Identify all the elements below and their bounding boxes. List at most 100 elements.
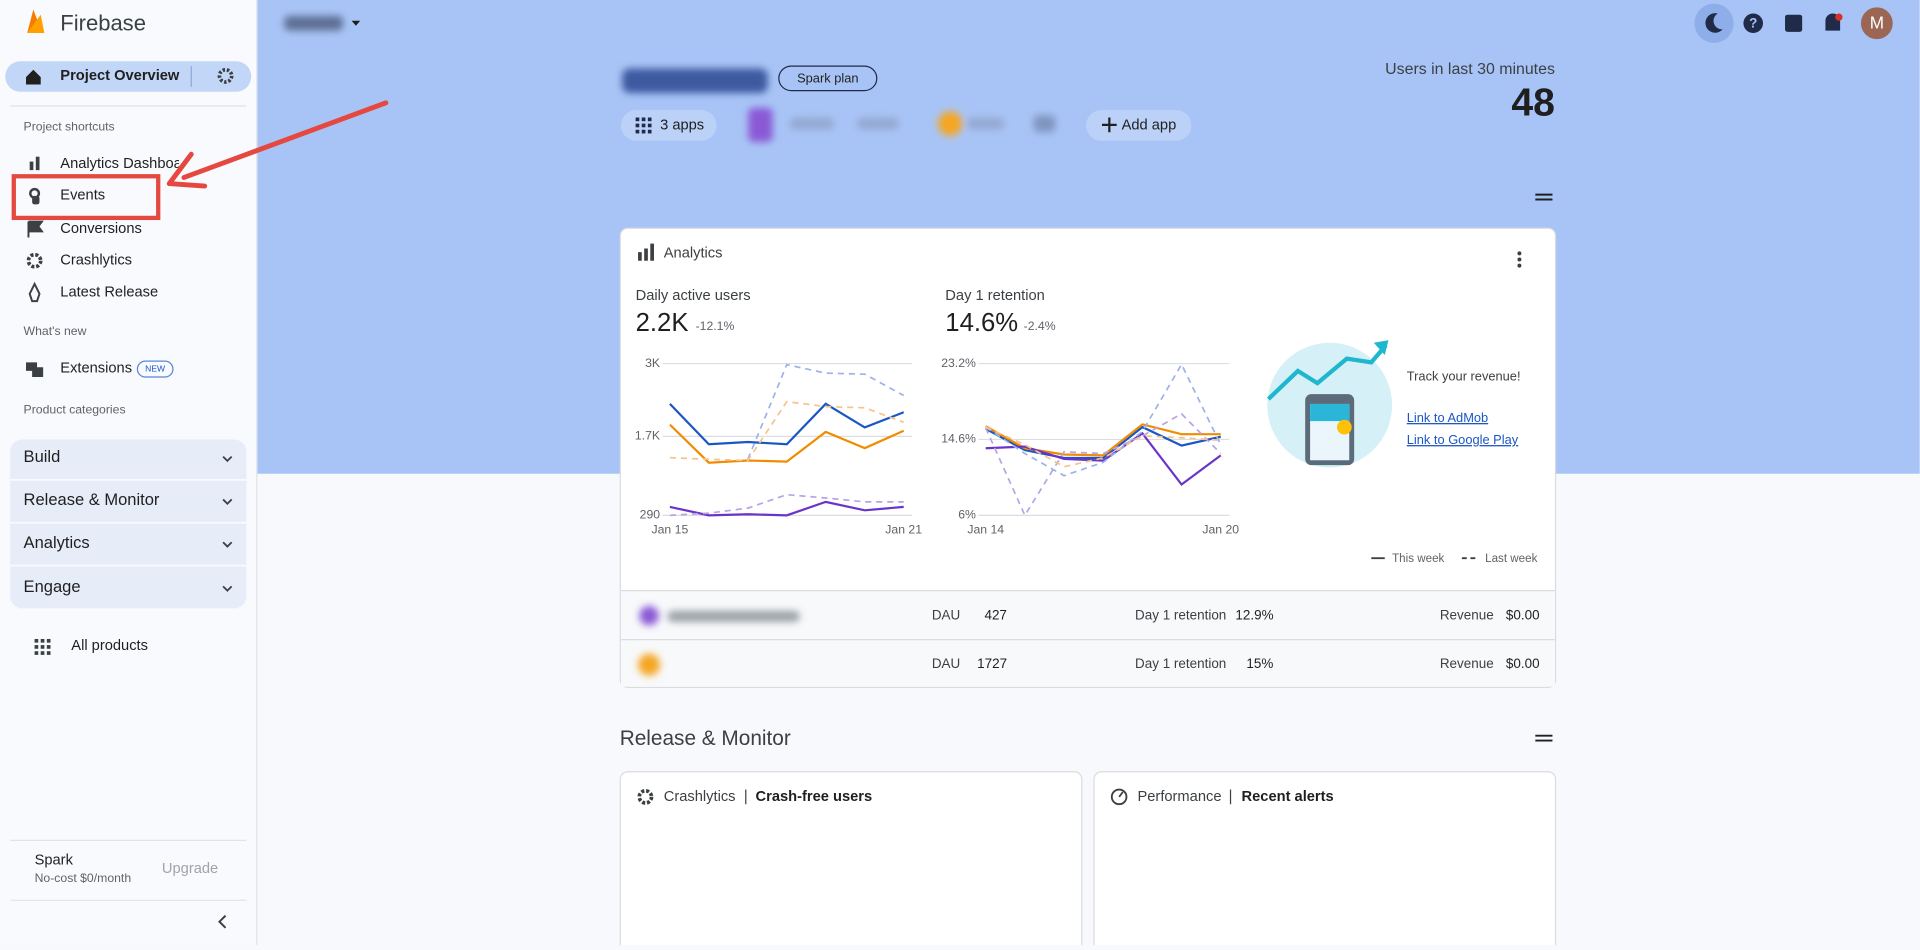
crashlytics-icon (637, 788, 654, 805)
series-line (985, 362, 1222, 477)
dot (1517, 257, 1522, 262)
nav-item[interactable]: Latest Release (60, 284, 158, 300)
avatar[interactable] (1860, 7, 1893, 40)
row-label: Day 1 retention (1135, 656, 1226, 671)
performance-icon (1110, 788, 1128, 806)
performance-needle (1118, 791, 1124, 798)
play-link[interactable]: Link to Google Play (1407, 432, 1519, 447)
metric-value: 14.6% (945, 309, 1018, 337)
trend-arrowhead (1373, 340, 1389, 355)
settings-icon[interactable] (217, 67, 234, 84)
dot (1517, 251, 1522, 256)
nav-item[interactable]: Crashlytics (60, 253, 132, 269)
project-overview-button[interactable] (5, 61, 252, 92)
project-overview[interactable]: Project Overview (60, 68, 180, 84)
series-line (985, 426, 1221, 468)
dot (1517, 263, 1522, 268)
notification-dot (1835, 13, 1843, 21)
icon (32, 195, 40, 205)
metric-value: 2.2K (636, 309, 689, 337)
chevron[interactable] (222, 541, 233, 548)
admob-link[interactable]: Link to AdMob (1407, 410, 1488, 425)
apps-grid-icon (34, 638, 51, 655)
app-row[interactable] (620, 640, 1555, 687)
add-app-button[interactable] (1086, 110, 1192, 141)
series-line (985, 425, 1221, 460)
category[interactable]: Engage (24, 577, 81, 596)
annotation-arrowhead (166, 151, 208, 189)
coin (1337, 419, 1352, 435)
new-badge-text: NEW (145, 363, 166, 373)
metric-label: Day 1 retention (945, 288, 1045, 304)
metric-label: Daily active users (636, 288, 751, 304)
dot (647, 123, 652, 128)
card-title: Analytics (664, 245, 723, 261)
brand: Firebase (60, 10, 146, 35)
app-label (789, 117, 834, 130)
dot (635, 123, 640, 128)
series-line (669, 423, 905, 464)
legend-label: Last week (1485, 552, 1537, 565)
upgrade-button[interactable]: Upgrade (162, 861, 218, 877)
nav-item[interactable]: Events (60, 188, 105, 204)
category[interactable]: Build (24, 447, 61, 466)
card-subtitle[interactable]: Crash-free users (756, 789, 873, 805)
performance-card (1093, 771, 1557, 950)
project-selector-blurred[interactable] (284, 15, 344, 31)
app-icons-blurred (748, 107, 1056, 142)
card-title: Crashlytics (664, 789, 736, 805)
revenue-title: Track your revenue! (1407, 368, 1521, 383)
apps-button-text[interactable]: 3 apps (660, 117, 704, 133)
more-button[interactable] (1517, 251, 1522, 268)
menu-icon[interactable] (1535, 734, 1553, 742)
theme-button[interactable] (1694, 3, 1734, 43)
chevron[interactable] (222, 498, 233, 506)
series-line (669, 402, 905, 446)
metric-change: -12.1% (696, 319, 735, 333)
all-products[interactable]: All products (71, 638, 148, 654)
help-button[interactable] (1743, 13, 1764, 34)
chevron[interactable] (222, 455, 233, 463)
app-name (667, 610, 800, 622)
row-identity-blurred (638, 605, 800, 676)
dot (635, 117, 640, 122)
nav-item[interactable]: Analytics Dashboard (60, 156, 195, 172)
project-name-blurred (622, 68, 768, 94)
crashlytics-card (619, 771, 1083, 950)
series-line (985, 431, 1222, 487)
plan-badge[interactable] (778, 65, 878, 92)
nav-item[interactable]: Extensions (60, 360, 132, 376)
y-tick-label: 1.7K (635, 429, 661, 443)
section-heading: Product categories (24, 402, 126, 416)
add-app-text[interactable]: Add app (1122, 117, 1177, 133)
nav-item[interactable]: Conversions (60, 221, 142, 237)
icon (35, 156, 40, 171)
notes-button[interactable] (1785, 14, 1803, 32)
category[interactable]: Release & Monitor (24, 490, 160, 509)
firebase-logo-part (27, 9, 38, 34)
dot (647, 129, 652, 134)
dot (40, 638, 45, 643)
app-icon[interactable] (1033, 115, 1056, 133)
y-tick-label: 290 (640, 508, 661, 522)
app-icon[interactable] (937, 111, 963, 136)
collapse-button[interactable] (218, 914, 227, 929)
plan-badge-text[interactable]: Spark plan (797, 70, 858, 85)
x-tick-label: Jan 20 (1202, 522, 1239, 536)
legend-label: This week (1392, 552, 1444, 565)
menu-icon[interactable] (1535, 193, 1553, 201)
app-icon[interactable] (748, 107, 773, 142)
dot (34, 638, 39, 643)
app-label (857, 117, 899, 130)
dot (34, 645, 39, 649)
dot (40, 645, 45, 649)
row-value: 1727 (977, 656, 1007, 671)
category[interactable]: Analytics (24, 533, 90, 552)
users-label: Users in last 30 minutes (1385, 61, 1555, 78)
card-subtitle[interactable]: Recent alerts (1242, 789, 1334, 805)
icon (29, 161, 34, 171)
chevron[interactable] (222, 585, 233, 592)
bar (644, 248, 648, 261)
series-line (669, 493, 904, 517)
chevrons (222, 455, 233, 592)
